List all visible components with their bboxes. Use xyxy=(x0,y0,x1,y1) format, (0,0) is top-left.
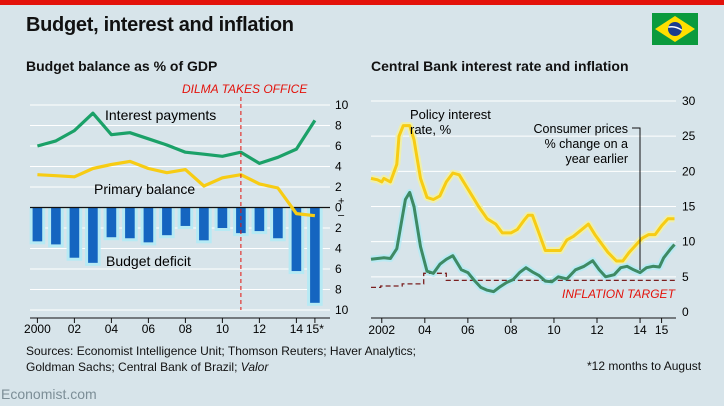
cpi-callout-line xyxy=(632,127,641,270)
right-chart-subtitle: Central Bank interest rate and inflation xyxy=(371,58,629,74)
plus-sign: + xyxy=(338,196,344,208)
x-tick-label: 04 xyxy=(105,322,119,336)
brand-red-bar xyxy=(0,0,724,5)
y-tick-label: 6 xyxy=(335,262,342,276)
cpi-label-line3: year earlier xyxy=(565,152,628,166)
y-tick-label: 0 xyxy=(335,201,342,215)
y-tick-label: 15 xyxy=(682,200,696,214)
y-tick-label: 20 xyxy=(682,164,696,178)
deficit-bar xyxy=(162,207,172,236)
deficit-bar xyxy=(180,207,191,226)
sources-line-2-text: Goldman Sachs; Central Bank of Brazil; xyxy=(26,360,241,374)
x-tick-label: 02 xyxy=(68,322,82,336)
y-tick-label: 0 xyxy=(682,305,689,319)
deficit-bar xyxy=(199,207,209,241)
deficit-bar xyxy=(32,207,43,242)
x-tick-label: 12 xyxy=(590,323,604,337)
y-tick-label: 8 xyxy=(335,283,342,297)
x-tick-label: 2000 xyxy=(24,322,51,336)
brazil-flag-icon xyxy=(652,13,698,45)
y-tick-label: 2 xyxy=(335,180,342,194)
y-tick-label: 30 xyxy=(682,94,696,108)
page-title: Budget, interest and inflation xyxy=(26,14,294,36)
minus-sign: – xyxy=(338,210,345,222)
policy-interest-rate-line xyxy=(370,124,675,263)
y-tick-label: 25 xyxy=(682,129,696,143)
primary-balance-label: Primary balance xyxy=(94,181,195,197)
y-tick-label: 6 xyxy=(335,139,342,153)
deficit-bar xyxy=(143,207,154,243)
y-tick-label: 2 xyxy=(335,221,342,235)
deficit-bar xyxy=(291,207,302,272)
deficit-bar xyxy=(273,207,283,239)
deficit-bar xyxy=(106,207,117,238)
deficit-bar xyxy=(310,207,320,303)
inflation-target-label: INFLATION TARGET xyxy=(562,287,677,301)
x-tick-label: 08 xyxy=(504,323,518,337)
interest-payments-label: Interest payments xyxy=(105,107,216,123)
sources-note: Sources: Economist Intelligence Unit; Th… xyxy=(26,343,416,375)
x-tick-label: 06 xyxy=(461,323,475,337)
x-tick-label: 10 xyxy=(547,323,561,337)
sources-line-1: Sources: Economist Intelligence Unit; Th… xyxy=(26,344,416,358)
inflation-target-line xyxy=(371,272,676,289)
y-tick-label: 5 xyxy=(682,270,689,284)
footnote: *12 months to August xyxy=(587,359,702,373)
cpi-label-line2: % change on a xyxy=(545,137,628,151)
sources-valor: Valor xyxy=(240,360,269,374)
policy-rate-label-line2: rate, % xyxy=(410,122,452,137)
budget-deficit-label: Budget deficit xyxy=(106,253,191,269)
x-tick-label: 12 xyxy=(253,322,267,336)
deficit-bar xyxy=(217,207,228,228)
y-tick-label: 4 xyxy=(335,242,342,256)
y-tick-label: 10 xyxy=(335,303,349,317)
y-tick-label: 10 xyxy=(335,98,349,112)
x-tick-label: 15* xyxy=(306,322,324,336)
y-tick-label: 4 xyxy=(335,160,342,174)
x-tick-label: 2002 xyxy=(368,323,395,337)
deficit-bar xyxy=(236,207,246,234)
deficit-bar xyxy=(254,207,265,232)
economist-brand: Economist.com xyxy=(1,386,97,402)
x-tick-label: 06 xyxy=(142,322,156,336)
consumer-prices-line xyxy=(370,190,676,294)
policy-rate-label-line1: Policy interest xyxy=(410,107,491,122)
dilma-annotation: DILMA TAKES OFFICE xyxy=(182,82,308,96)
sources-line-2: Goldman Sachs; Central Bank of Brazil; V… xyxy=(26,359,416,375)
interest-payments-line xyxy=(36,111,317,165)
x-tick-label: 15 xyxy=(655,323,669,337)
deficit-bar xyxy=(51,207,61,245)
x-tick-label: 08 xyxy=(179,322,193,336)
x-tick-label: 14 xyxy=(633,323,647,337)
x-tick-label: 14 xyxy=(290,322,304,336)
cpi-label-line1: Consumer prices xyxy=(534,122,628,136)
deficit-bar xyxy=(69,207,80,258)
deficit-bar xyxy=(88,207,98,263)
deficit-bar xyxy=(125,207,135,239)
primary-balance-line xyxy=(37,159,316,218)
left-chart-subtitle: Budget balance as % of GDP xyxy=(26,58,218,74)
y-tick-label: 8 xyxy=(335,119,342,133)
y-tick-label: 10 xyxy=(682,235,696,249)
x-tick-label: 04 xyxy=(418,323,432,337)
x-tick-label: 10 xyxy=(216,322,230,336)
